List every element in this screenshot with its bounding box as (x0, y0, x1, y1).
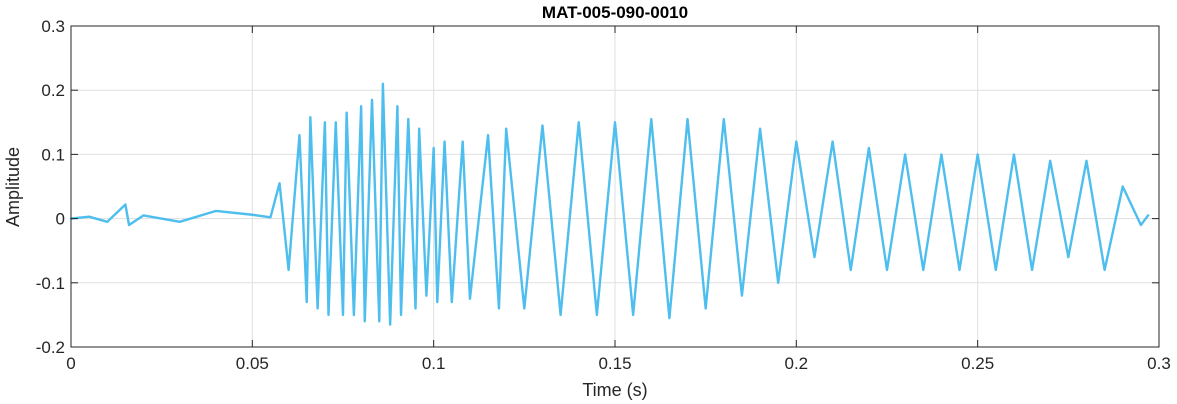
chart-title: MAT-005-090-0010 (542, 3, 688, 22)
y-tick-label: 0.2 (41, 81, 65, 100)
x-tick-label: 0.25 (961, 354, 994, 373)
x-tick-label: 0.05 (236, 354, 269, 373)
waveform-line (69, 82, 1150, 326)
y-tick-label: 0.1 (41, 145, 65, 164)
y-tick-labels: -0.2 -0.1 0 0.1 0.2 0.3 (36, 17, 65, 357)
y-tick-label: -0.1 (36, 274, 65, 293)
y-tick-label: -0.2 (36, 338, 65, 357)
x-axis-label: Time (s) (582, 380, 647, 400)
x-tick-labels: 0 0.05 0.1 0.15 0.2 0.25 0.3 (66, 354, 1171, 373)
x-tick-label: 0.15 (598, 354, 631, 373)
x-tick-label: 0.2 (785, 354, 809, 373)
x-tick-label: 0.3 (1147, 354, 1171, 373)
y-axis-label: Amplitude (3, 147, 23, 227)
tick-marks (70, 25, 1160, 348)
x-tick-label: 0.1 (422, 354, 446, 373)
y-tick-label: 0 (56, 210, 65, 229)
plot-clip-group (69, 82, 1150, 326)
y-tick-label: 0.3 (41, 17, 65, 36)
x-tick-label: 0 (66, 354, 75, 373)
